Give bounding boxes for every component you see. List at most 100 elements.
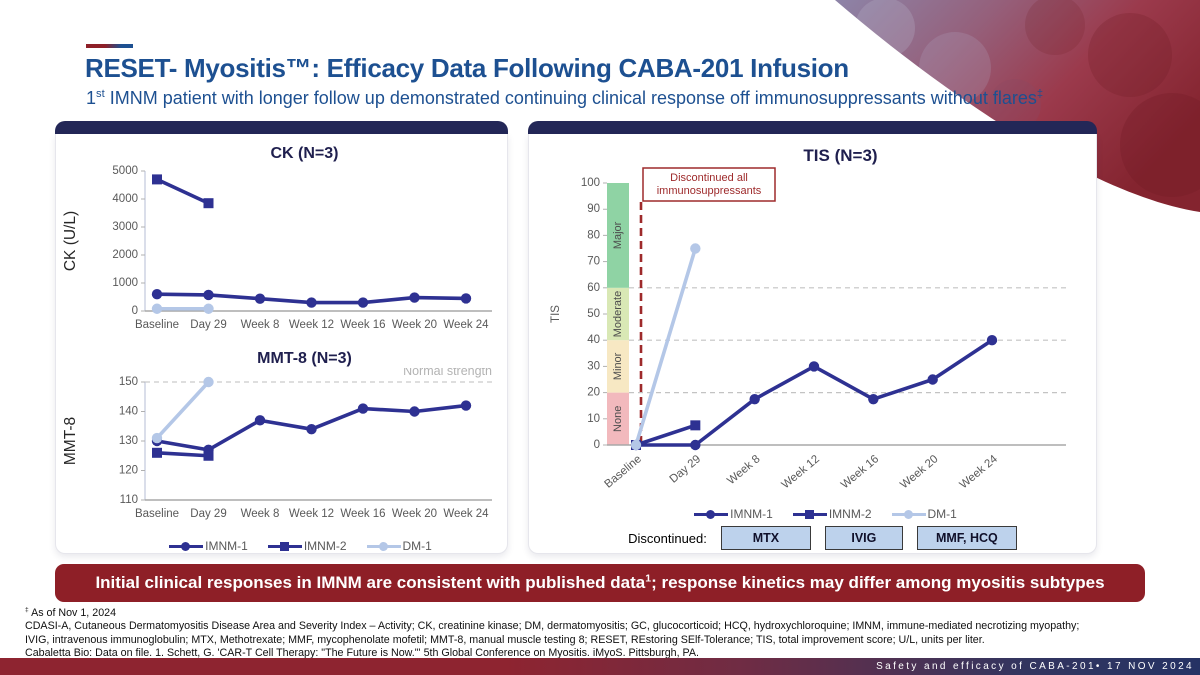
svg-text:5000: 5000 — [112, 165, 138, 177]
svg-text:Normal strength: Normal strength — [403, 368, 492, 378]
svg-text:20: 20 — [587, 387, 600, 399]
svg-text:MMT-8: MMT-8 — [62, 417, 79, 465]
svg-text:Week 8: Week 8 — [241, 319, 280, 331]
page-title: RESET- Myositis™: Efficacy Data Followin… — [85, 53, 849, 83]
svg-text:150: 150 — [119, 376, 138, 388]
accent-dash — [86, 44, 133, 48]
svg-text:TIS: TIS — [550, 305, 562, 323]
mmt8-legend: IMNM-1 IMNM-2 DM-1 — [56, 539, 507, 553]
svg-text:0: 0 — [594, 439, 600, 451]
subtitle-text: IMNM patient with longer follow up demon… — [104, 88, 1037, 108]
svg-text:1000: 1000 — [112, 277, 138, 289]
footnotes: ‡ As of Nov 1, 2024 CDASI-A, Cutaneous D… — [25, 607, 1175, 661]
svg-text:100: 100 — [581, 177, 600, 189]
discontinued-box-mtx: MTX — [720, 526, 811, 550]
svg-text:Day 29: Day 29 — [190, 508, 226, 520]
imnm2-line-marker-icon — [267, 541, 302, 552]
svg-text:Minor: Minor — [612, 352, 624, 380]
svg-text:Baseline: Baseline — [602, 453, 644, 491]
tis-chart-title: TIS (N=3) — [803, 146, 878, 165]
svg-text:30: 30 — [587, 360, 600, 372]
svg-text:Major: Major — [612, 221, 624, 249]
ck-chart: 0 1000 2000 3000 4000 5000 CK (U/L) Baseline Day… — [62, 165, 492, 331]
panel-header-bar — [528, 121, 1097, 134]
footer-text: Safety and efficacy of CABA-201• 17 NOV … — [876, 661, 1194, 672]
svg-text:Day 29: Day 29 — [668, 453, 704, 486]
svg-text:3000: 3000 — [112, 221, 138, 233]
panel-tis: TIS (N=3) None Minor Moderate Major 0 10 20 30 4… — [528, 121, 1097, 555]
footnote-line-1: ‡ As of Nov 1, 2024 — [25, 606, 117, 619]
svg-text:Discontinued all: Discontinued all — [670, 172, 748, 184]
legend-item-dm1: DM-1 — [366, 539, 432, 553]
mmt8-chart-title: MMT-8 (N=3) — [257, 350, 352, 367]
svg-text:50: 50 — [587, 308, 600, 320]
svg-text:immunosuppressants: immunosuppressants — [657, 185, 762, 197]
svg-text:Week 8: Week 8 — [725, 453, 762, 487]
takeaway-banner: Initial clinical responses in IMNM are c… — [55, 564, 1145, 602]
legend-item-imnm1: IMNM-1 — [169, 539, 248, 553]
discontinued-box-ivig: IVIG — [824, 526, 903, 550]
svg-text:None: None — [612, 406, 624, 432]
svg-text:Week 16: Week 16 — [839, 453, 881, 491]
discontinued-row: Discontinued: MTX IVIG MMF, HCQ — [529, 526, 1096, 550]
footnote-line-3: IVIG, intravenous immunoglobulin; MTX, M… — [25, 633, 985, 646]
subtitle-number: 1 — [86, 88, 97, 108]
legend-label: IMNM-1 — [205, 539, 248, 553]
panel-body: TIS (N=3) None Minor Moderate Major 0 10 20 30 4… — [528, 134, 1097, 554]
svg-text:Week 20: Week 20 — [898, 453, 940, 491]
legend-label: DM-1 — [927, 507, 957, 521]
svg-text:10: 10 — [587, 413, 600, 425]
footnote-line-4: Cabaletta Bio: Data on file. 1. Schett, … — [25, 647, 699, 660]
legend-label: IMNM-2 — [828, 507, 872, 521]
svg-text:Week 8: Week 8 — [241, 508, 280, 520]
svg-text:110: 110 — [120, 494, 138, 506]
svg-text:Week 24: Week 24 — [443, 508, 489, 520]
footer-bar: Safety and efficacy of CABA-201• 17 NOV … — [0, 658, 1200, 675]
ck-chart-title: CK (N=3) — [270, 145, 339, 162]
legend-label: IMNM-1 — [730, 507, 773, 521]
legend-item-imnm2: IMNM-2 — [267, 539, 347, 553]
tis-legend: IMNM-1 IMNM-2 DM-1 — [529, 507, 1096, 521]
svg-text:Week 16: Week 16 — [340, 508, 385, 520]
discontinued-label: Discontinued: — [628, 530, 707, 546]
svg-text:60: 60 — [587, 282, 600, 294]
svg-text:4000: 4000 — [112, 193, 138, 205]
svg-text:Week 24: Week 24 — [443, 319, 489, 331]
svg-text:Baseline: Baseline — [135, 319, 179, 331]
svg-text:130: 130 — [119, 435, 138, 447]
discontinued-box-mmf-hcq: MMF, HCQ — [916, 526, 1017, 550]
panel-ck-mmt8: CK (N=3) 0 1000 2000 3000 4000 5000 CK (U/L) Ba… — [55, 121, 508, 555]
imnm1-line-marker-icon — [694, 509, 729, 520]
dm1-line-marker-icon — [366, 541, 401, 552]
svg-text:40: 40 — [587, 334, 600, 346]
panel-body: CK (N=3) 0 1000 2000 3000 4000 5000 CK (U/L) Ba… — [55, 134, 508, 554]
subtitle-footnote-mark: ‡ — [1036, 88, 1044, 100]
legend-label: IMNM-2 — [303, 539, 347, 553]
dm1-line-marker-icon — [891, 509, 926, 520]
svg-text:Week 12: Week 12 — [780, 453, 822, 491]
legend-label: DM-1 — [402, 539, 432, 553]
imnm1-line-marker-icon — [169, 541, 204, 552]
svg-text:Week 20: Week 20 — [392, 508, 437, 520]
svg-text:140: 140 — [119, 406, 138, 418]
panel-header-bar — [55, 121, 508, 134]
svg-text:80: 80 — [587, 229, 600, 241]
svg-text:Week 24: Week 24 — [958, 453, 1001, 492]
svg-text:90: 90 — [587, 203, 600, 215]
svg-text:120: 120 — [119, 465, 138, 477]
svg-text:Moderate: Moderate — [612, 291, 624, 337]
mmt8-chart: Normal strength 110 120 130 140 150 MMT-8 Basel… — [62, 364, 492, 520]
svg-text:70: 70 — [587, 256, 600, 268]
svg-text:CK (U/L): CK (U/L) — [62, 211, 79, 271]
page-subtitle: 1st IMNM patient with longer follow up d… — [86, 88, 1043, 109]
svg-text:Baseline: Baseline — [135, 508, 179, 520]
tis-chart: None Minor Moderate Major 0 10 20 30 40 50 60 70 80 9… — [550, 167, 1066, 492]
svg-text:Week 12: Week 12 — [289, 319, 334, 331]
imnm2-line-marker-icon — [792, 509, 827, 520]
legend-item-imnm1: IMNM-1 — [694, 507, 773, 521]
svg-text:0: 0 — [132, 305, 138, 317]
footnote-line-2: CDASI-A, Cutaneous Dermatomyositis Disea… — [25, 620, 1080, 633]
svg-text:Week 20: Week 20 — [392, 319, 437, 331]
svg-text:2000: 2000 — [112, 249, 138, 261]
